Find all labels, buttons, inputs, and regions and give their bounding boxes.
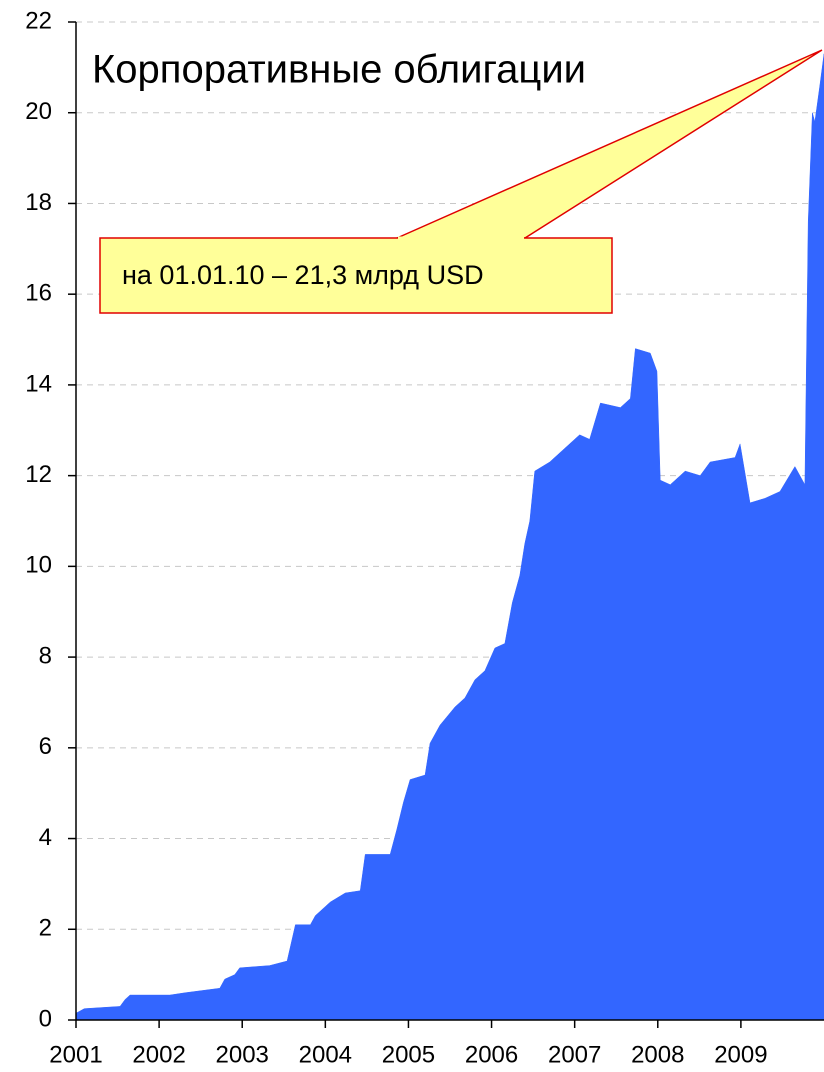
y-tick-label: 18 xyxy=(25,189,52,216)
y-tick-label: 8 xyxy=(39,642,52,669)
y-tick-label: 0 xyxy=(39,1005,52,1032)
y-tick-label: 20 xyxy=(25,98,52,125)
y-tick-label: 16 xyxy=(25,280,52,307)
y-tick-label: 4 xyxy=(39,824,52,851)
x-tick-label: 2001 xyxy=(49,1041,102,1068)
x-tick-label: 2009 xyxy=(714,1041,767,1068)
x-tick-label: 2004 xyxy=(299,1041,352,1068)
x-tick-label: 2007 xyxy=(548,1041,601,1068)
x-tick-label: 2003 xyxy=(216,1041,269,1068)
y-tick-label: 2 xyxy=(39,915,52,942)
y-tick-label: 6 xyxy=(39,733,52,760)
y-tick-label: 12 xyxy=(25,461,52,488)
x-tick-label: 2002 xyxy=(132,1041,185,1068)
y-tick-label: 10 xyxy=(25,552,52,579)
area xyxy=(75,53,824,1021)
plot-area: 0 2 4 6 8 10 12 14 16 18 20 22 2001 2002 2003 2004 2005 2… xyxy=(25,7,824,1068)
annotation: на 01.01.10 – 21,3 млрд USD xyxy=(122,260,484,290)
chart-title: Корпоративные облигации xyxy=(92,48,586,92)
y-tick-label: 22 xyxy=(25,7,52,34)
callout-box xyxy=(99,237,613,314)
x-tick-label: 2005 xyxy=(382,1041,435,1068)
x-tick-label: 2008 xyxy=(631,1041,684,1068)
y-tick-label: 14 xyxy=(25,370,52,397)
x-tick-label: 2006 xyxy=(465,1041,518,1068)
